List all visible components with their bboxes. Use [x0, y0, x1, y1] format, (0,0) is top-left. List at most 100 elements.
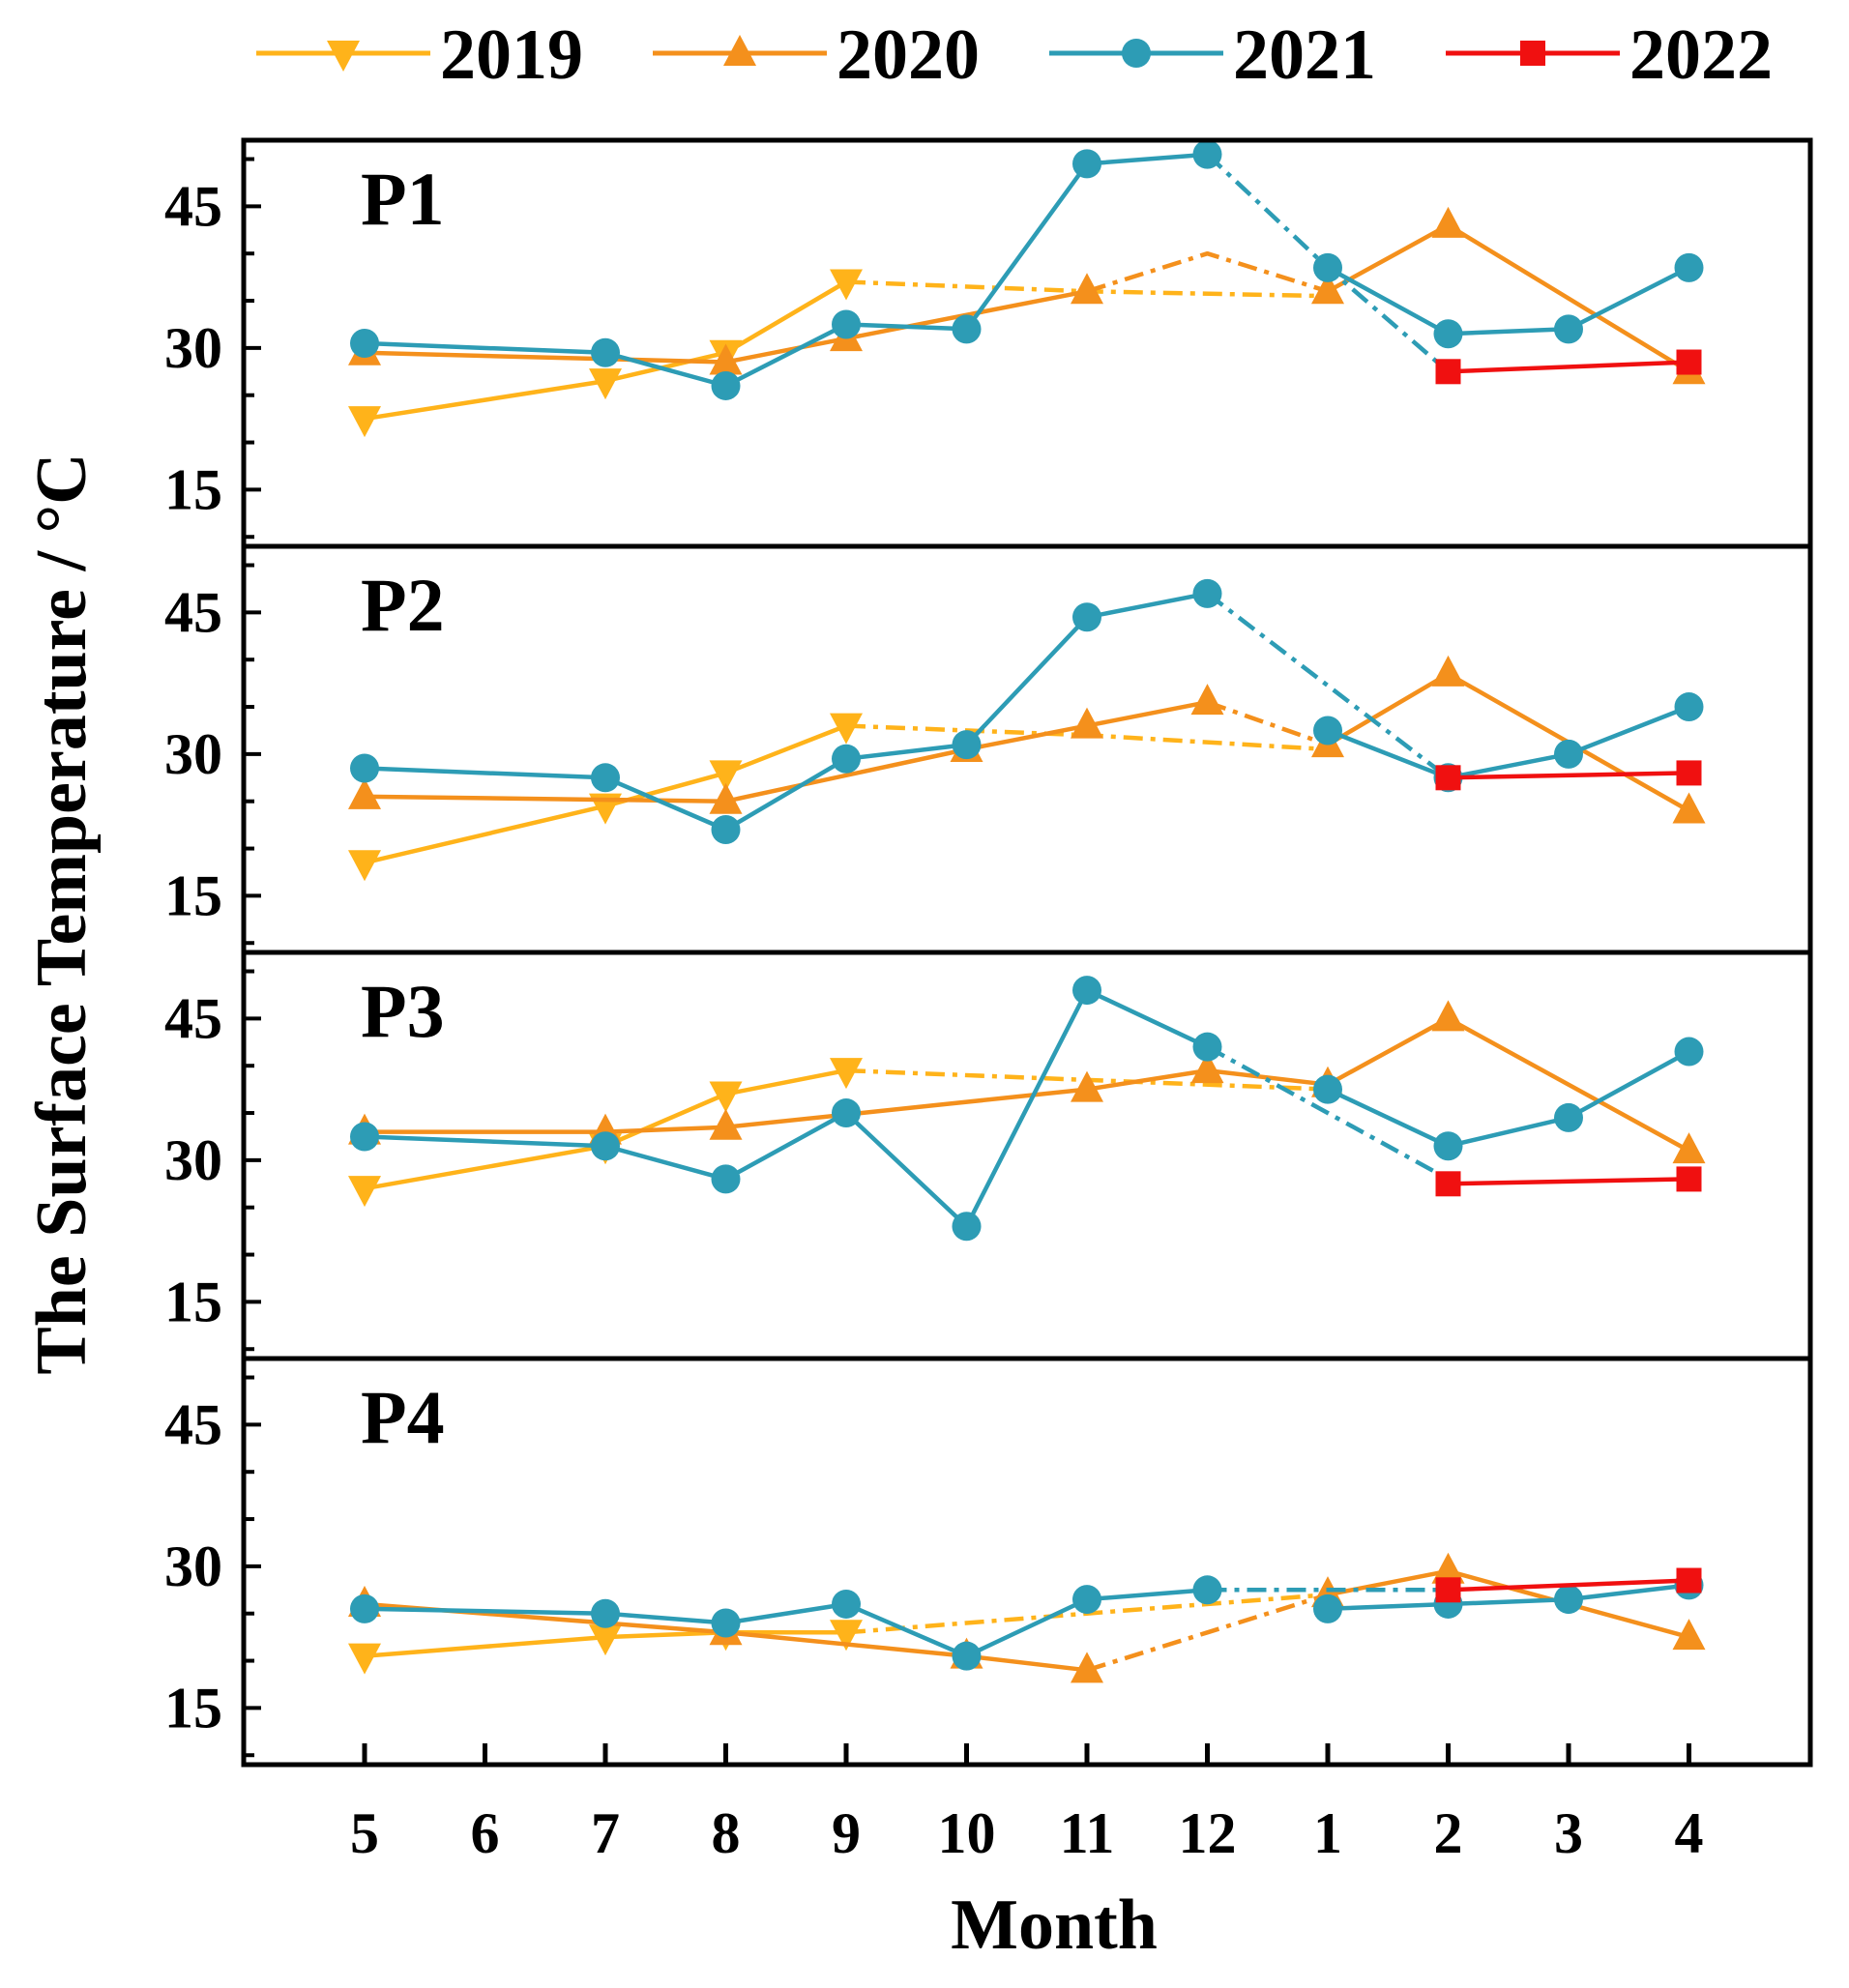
data-point-2021	[952, 730, 982, 760]
data-point-2021	[1674, 1037, 1704, 1067]
y-tick-label: 30	[164, 1128, 222, 1192]
data-point-2022	[1435, 765, 1461, 791]
x-axis: 5 6 7 8 9 10 11 12 1 2 3 4	[350, 1743, 1704, 1865]
data-point-2020	[1672, 1619, 1706, 1651]
series-2022-P2	[1435, 760, 1702, 791]
legend: 2019 2020 2021 2022	[256, 15, 1773, 95]
series-2019-line	[364, 1630, 846, 1658]
y-tick-label: 15	[164, 1676, 222, 1740]
y-axis-P4: 15 30 45	[164, 1375, 261, 1758]
legend-marker-2020	[723, 35, 756, 66]
series-2021-P1	[350, 139, 1704, 400]
data-point-2019	[589, 368, 622, 400]
data-point-2019	[709, 1081, 743, 1113]
data-point-2020	[348, 777, 381, 809]
legend-label-2021: 2021	[1233, 15, 1376, 95]
series-2021-P3	[350, 976, 1704, 1242]
legend-marker-2022	[1520, 41, 1545, 66]
x-tick-label: 4	[1675, 1801, 1704, 1865]
x-tick-label: 7	[591, 1801, 620, 1865]
data-point-2021	[1554, 739, 1583, 769]
legend-marker-2021	[1122, 39, 1151, 68]
data-point-2020	[1190, 684, 1224, 716]
series-2022-line	[1448, 1177, 1689, 1186]
legend-label-2019: 2019	[440, 15, 583, 95]
series-2019-line	[364, 279, 848, 422]
data-point-2020	[1071, 1070, 1103, 1102]
data-point-2020	[709, 343, 743, 375]
legend-label-2020: 2020	[836, 15, 980, 95]
series-2021-line-2	[1327, 704, 1690, 780]
data-point-2020	[709, 782, 743, 814]
data-point-2021	[350, 329, 379, 358]
x-tick-label: 11	[1060, 1801, 1115, 1865]
panel-frame-P1	[241, 137, 1813, 549]
data-point-2021	[832, 744, 861, 774]
data-point-2021	[952, 1212, 982, 1242]
series-2021-line	[364, 987, 1209, 1229]
data-point-2019	[830, 1620, 863, 1652]
x-tick-label: 5	[350, 1801, 379, 1865]
series-2021-dashed-line	[1206, 592, 1450, 780]
data-point-2021	[591, 1598, 620, 1628]
series-2021-line-2	[1327, 1049, 1690, 1149]
panels: 15 30 45 P1 15 30 45 P2 15 30 45 P3 15 30 45 P4	[164, 137, 1813, 1768]
series-2020-P4	[348, 1552, 1706, 1683]
data-point-2021	[1313, 716, 1342, 746]
data-point-2021	[591, 763, 620, 793]
data-point-2020	[1071, 1652, 1103, 1683]
series-2022-P3	[1435, 1166, 1702, 1197]
data-point-2019	[348, 1643, 381, 1675]
data-point-2020	[1071, 273, 1103, 305]
data-point-2021	[1192, 578, 1222, 608]
data-point-2021	[1554, 314, 1583, 344]
series-2022-P1	[1435, 349, 1702, 385]
y-axis-P1: 15 30 45	[164, 157, 261, 540]
x-tick-label: 10	[938, 1801, 996, 1865]
data-point-2021	[350, 753, 379, 783]
data-point-2019	[709, 760, 743, 792]
data-point-2019	[830, 269, 863, 301]
panel-frame-P3	[241, 950, 1813, 1361]
data-point-2021	[1313, 1593, 1342, 1623]
series-2020-line-2	[1326, 671, 1690, 813]
legend-entry-2019: 2019	[256, 15, 583, 95]
data-point-2022	[1676, 760, 1702, 786]
data-point-2021	[1674, 252, 1704, 282]
data-point-2021	[832, 1589, 861, 1619]
x-tick-label: 9	[832, 1801, 861, 1865]
y-tick-label: 15	[164, 457, 222, 521]
data-point-2020	[1672, 1132, 1706, 1164]
data-point-2022	[1435, 1577, 1461, 1603]
data-point-2021	[1072, 1585, 1101, 1615]
series-2019-line	[364, 1067, 847, 1191]
data-point-2021	[1192, 139, 1222, 169]
panel-label-P1: P1	[361, 157, 445, 241]
data-point-2022	[1676, 1166, 1702, 1192]
panel-P1: 15 30 45 P1	[164, 137, 1813, 549]
data-point-2020	[1190, 1052, 1224, 1084]
data-point-2021	[1192, 1032, 1222, 1062]
data-point-2022	[1676, 1567, 1702, 1593]
y-axis-title: The Surface Temperature / °C	[22, 453, 102, 1374]
series-2020-P3	[348, 1000, 1706, 1164]
data-point-2021	[1072, 149, 1101, 179]
x-tick-label: 6	[471, 1801, 500, 1865]
x-tick-label: 3	[1554, 1801, 1583, 1865]
data-point-2021	[832, 1098, 861, 1128]
data-point-2019	[348, 1176, 381, 1208]
legend-entry-2022: 2022	[1446, 15, 1773, 95]
data-point-2021	[1433, 1131, 1463, 1161]
panel-P4: 15 30 45 P4	[164, 1356, 1813, 1768]
data-point-2019	[589, 1624, 622, 1656]
data-point-2020	[1071, 707, 1103, 739]
y-tick-label: 15	[164, 1270, 222, 1333]
data-point-2021	[711, 370, 741, 400]
data-point-2021	[952, 314, 982, 344]
data-point-2021	[591, 1131, 620, 1161]
data-point-2021	[350, 1593, 379, 1623]
data-point-2019	[348, 850, 381, 882]
legend-label-2022: 2022	[1629, 15, 1773, 95]
data-point-2021	[1433, 319, 1463, 349]
x-tick-label: 8	[712, 1801, 741, 1865]
